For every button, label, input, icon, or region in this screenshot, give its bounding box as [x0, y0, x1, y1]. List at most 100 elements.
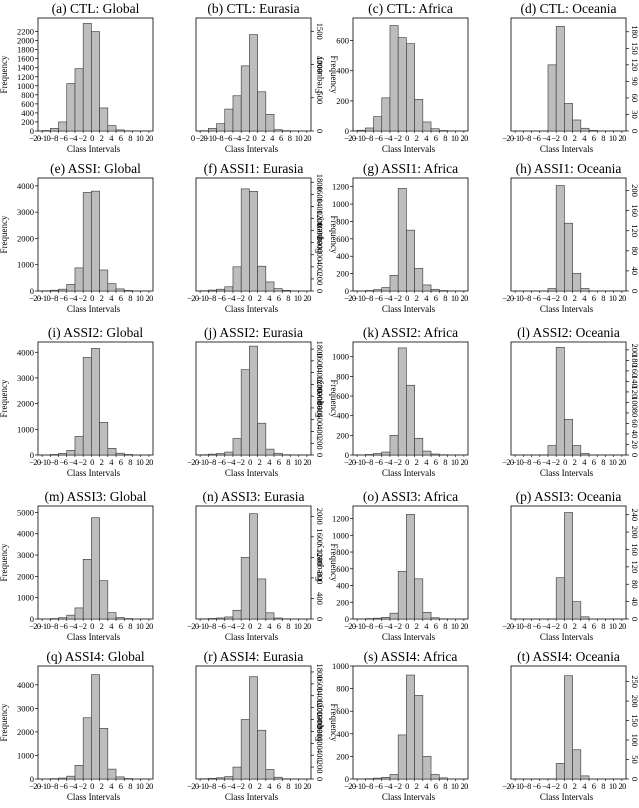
x-tick-label: 4 [270, 133, 275, 143]
histogram-bar [265, 448, 275, 456]
panel-title: (k) ASSI2: Africa [363, 325, 458, 340]
x-tick-label: −8 [365, 781, 373, 791]
x-tick-label: −2 [394, 457, 402, 467]
histogram-bar [422, 121, 432, 132]
x-tick-label: 4 [109, 621, 114, 631]
histogram-bar [273, 452, 283, 456]
x-tick-label: −6 [374, 293, 382, 303]
x-tick-label: −6 [59, 457, 67, 467]
histogram-panel: (f) ASSI1: Eurasia0200400600800100012001… [187, 161, 339, 314]
x-tick-label: −4 [227, 457, 236, 467]
histogram-bar [414, 99, 424, 132]
histogram-bar [381, 777, 391, 780]
histogram-bar [414, 437, 424, 456]
x-tick-label: 6 [119, 133, 123, 143]
histogram-bar [107, 768, 117, 780]
x-tick-label: −2 [394, 781, 402, 791]
y-tick-label: 4000 [17, 181, 34, 191]
histogram-bar [381, 287, 391, 292]
y-tick-label: 600 [336, 706, 349, 716]
x-tick-label: −6 [532, 457, 540, 467]
y-tick-label: 400 [315, 260, 325, 273]
y-tick-label: 0 [345, 286, 349, 296]
histogram-bar [58, 121, 68, 132]
histogram-bar [74, 607, 84, 620]
x-tick-label: 2 [258, 621, 262, 631]
x-tick-label: −10 [205, 133, 217, 143]
histogram-panel: (p) ASSI3: Oceania04080120160200240Frequ… [502, 489, 639, 642]
x-tick-label: −8 [523, 293, 531, 303]
y-tick-label: 90 [630, 77, 639, 86]
x-tick-label: −10 [354, 457, 366, 467]
x-tick-label: 0 [90, 457, 94, 467]
panel-title: (q) ASSI4: Global [46, 649, 145, 664]
histogram-bar [588, 130, 598, 132]
x-tick-label: 8 [288, 133, 292, 143]
x-tick-label: 10 [609, 781, 617, 791]
histogram-bar [224, 776, 234, 780]
x-tick-label: −20 [187, 781, 199, 791]
x-tick-label: −8 [523, 457, 531, 467]
histogram-bar [265, 612, 275, 620]
y-tick-label: 400 [336, 729, 349, 739]
x-tick-label: 2 [573, 781, 577, 791]
histogram-bar [438, 777, 448, 780]
y-tick-label: 800 [336, 684, 349, 694]
y-tick-label: 800 [315, 572, 325, 585]
y-tick-label: 180 [630, 354, 639, 367]
histogram-bar [107, 612, 117, 620]
histogram-bar [406, 384, 415, 456]
x-tick-label: 2 [100, 621, 104, 631]
histogram-bar [91, 190, 100, 292]
histogram-panel: (h) ASSI1: Oceania04080120160200Frequenc… [502, 161, 639, 314]
x-tick-label: 6 [434, 293, 438, 303]
x-tick-label: −20 [29, 293, 41, 303]
x-tick-label: 4 [267, 293, 272, 303]
x-tick-label: 20 [618, 621, 626, 631]
x-tick-label: 10 [294, 293, 302, 303]
histogram-bar [555, 763, 565, 780]
x-tick-label: 4 [109, 781, 114, 791]
histogram-bar [216, 123, 226, 132]
histogram-bar [373, 116, 383, 132]
y-tick-label: 30 [630, 110, 639, 119]
x-tick-label: −20 [344, 457, 356, 467]
x-tick-label: −6 [374, 621, 382, 631]
x-tick-label: −10 [512, 133, 524, 143]
x-tick-label: 0 [191, 133, 195, 143]
y-tick-label: 0 [315, 289, 325, 293]
histogram-bar [58, 288, 68, 292]
x-tick-label: −6 [217, 621, 225, 631]
x-tick-label: −10 [354, 133, 366, 143]
x-tick-label: −4 [384, 133, 393, 143]
x-tick-label: −10 [39, 781, 51, 791]
x-tick-label: 4 [424, 293, 429, 303]
y-tick-label: 40 [630, 267, 639, 276]
y-tick-label: 1000 [332, 352, 349, 362]
histogram-bar [240, 188, 250, 292]
histogram-bar [572, 749, 582, 780]
x-tick-label: 6 [592, 621, 596, 631]
y-tick-label: 600 [336, 391, 349, 401]
x-tick-label: 6 [119, 621, 123, 631]
histogram-bar [107, 125, 117, 132]
histogram-panel: (l) ASSI2: Oceania0204060801001201401601… [502, 325, 639, 478]
x-tick-label: 10 [451, 133, 459, 143]
histogram-bar [365, 127, 374, 132]
histogram-bar [50, 454, 59, 456]
x-tick-label: 20 [303, 457, 311, 467]
histogram-bar [580, 127, 590, 132]
histogram-bar [406, 514, 415, 620]
y-tick-label: 1000 [332, 530, 349, 540]
x-tick-label: −2 [394, 621, 402, 631]
x-tick-label: 0 [248, 457, 252, 467]
y-tick-label: 0 [315, 777, 325, 781]
histogram-bar [373, 289, 383, 292]
y-tick-label: 800 [315, 236, 325, 249]
panel-title: (l) ASSI2: Oceania [517, 325, 620, 340]
x-axis-label: Class Intervals [382, 792, 436, 802]
y-tick-label: 1200 [315, 210, 325, 227]
x-tick-label: −4 [69, 621, 78, 631]
y-tick-label: 400 [336, 251, 349, 261]
histogram-bar [356, 129, 366, 132]
